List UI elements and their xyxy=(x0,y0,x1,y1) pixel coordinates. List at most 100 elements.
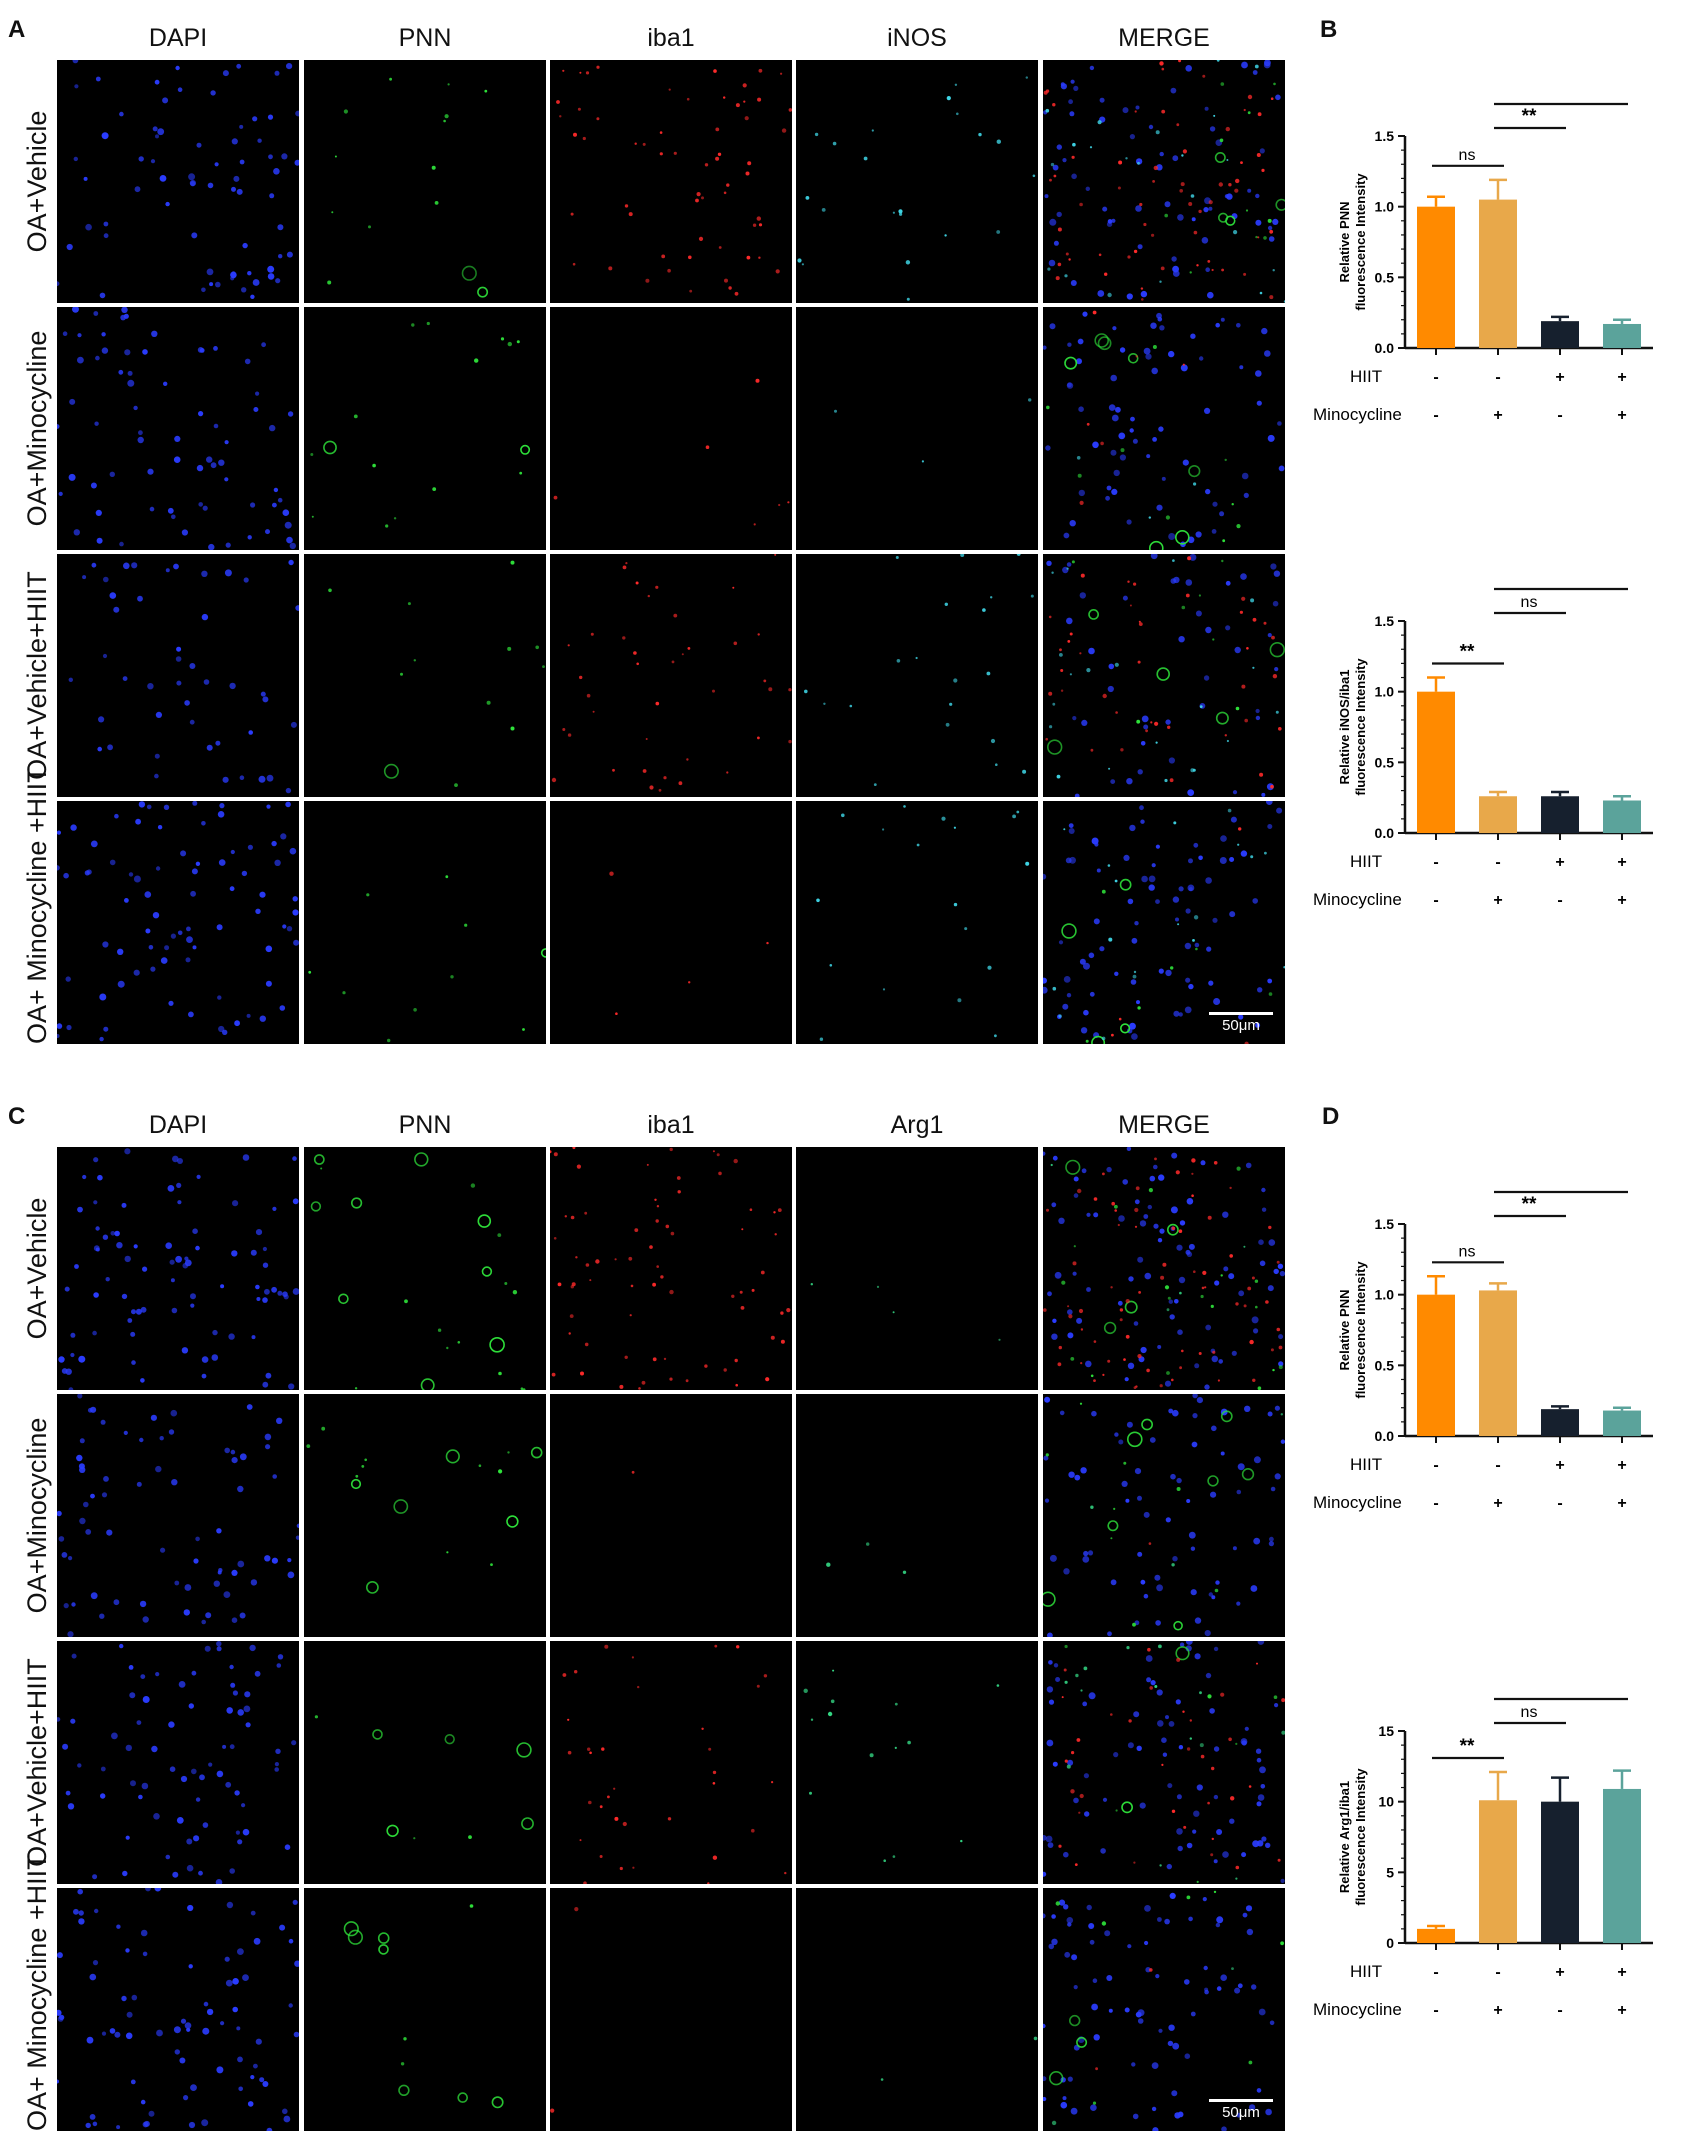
row-label-0: OA+Vehicle xyxy=(22,110,52,253)
bar-0 xyxy=(1417,691,1455,833)
micrograph-dapi-row-2 xyxy=(57,1641,299,1884)
column-header-pnn: PNN xyxy=(398,24,452,52)
bar-3 xyxy=(1603,323,1641,348)
treatment-mark: - xyxy=(1557,2002,1562,2019)
row-label-2: OA+Vehicle+HIIT xyxy=(22,571,52,780)
treatment-label-minocycline: Minocycline xyxy=(1313,405,1402,424)
micrograph-dapi-row-2 xyxy=(57,554,299,797)
treatment-mark: + xyxy=(1617,1457,1626,1474)
treatment-label-hiit: HIIT xyxy=(1350,852,1382,871)
y-axis-label: Relative PNNfluorescence Intensity xyxy=(1337,1261,1368,1399)
micrograph-merge-row-1 xyxy=(1043,307,1285,550)
y-tick-label: 5 xyxy=(1386,1864,1394,1880)
column-header-dapi: DAPI xyxy=(148,1111,208,1139)
treatment-label-hiit: HIIT xyxy=(1350,1455,1382,1474)
micrograph-iba1-row-2 xyxy=(550,554,792,797)
significance-label-1: ns xyxy=(1521,594,1538,611)
treatment-mark: - xyxy=(1495,854,1500,871)
micrograph-dapi-row-1 xyxy=(57,307,299,550)
scale-bar: 50μm xyxy=(1209,1012,1273,1034)
treatment-label-hiit: HIIT xyxy=(1350,367,1382,386)
treatment-mark: + xyxy=(1555,369,1564,386)
treatment-mark: + xyxy=(1617,1964,1626,1981)
micrograph-iba1-row-3 xyxy=(550,1888,792,2131)
significance-label-1: ** xyxy=(1522,1194,1537,1215)
treatment-mark: + xyxy=(1555,1964,1564,1981)
y-tick-label: 0.5 xyxy=(1375,269,1395,285)
y-tick-label: 0.5 xyxy=(1375,754,1395,770)
treatment-mark: - xyxy=(1433,1495,1438,1512)
micrograph-pnn-row-3 xyxy=(304,801,546,1044)
row-label-3: OA+ Minocycline +HIIT xyxy=(22,766,52,1044)
column-header-merge: MERGE xyxy=(1118,24,1210,52)
row-label-1: OA+Minocycline xyxy=(22,1417,52,1614)
row-label-3: OA+ Minocycline +HIIT xyxy=(22,1853,52,2131)
micrograph-arg1-row-0 xyxy=(796,1147,1038,1390)
bar-2 xyxy=(1541,1801,1579,1943)
bar-1 xyxy=(1479,796,1517,833)
panel-letter-c: C xyxy=(8,1103,26,1130)
treatment-mark: + xyxy=(1555,1457,1564,1474)
significance-label-2: ** xyxy=(1553,100,1568,103)
micrograph-iba1-row-2 xyxy=(550,1641,792,1884)
treatment-mark: + xyxy=(1617,369,1626,386)
significance-label-0: ** xyxy=(1460,642,1475,663)
micrograph-inos-row-1 xyxy=(796,307,1038,550)
treatment-mark: - xyxy=(1433,892,1438,909)
y-tick-label: 1.0 xyxy=(1375,684,1395,700)
bar-0 xyxy=(1417,1294,1455,1436)
significance-label-0: ** xyxy=(1460,1736,1475,1757)
bar-0 xyxy=(1417,1928,1455,1943)
significance-label-0: ns xyxy=(1459,1243,1476,1260)
y-tick-label: 15 xyxy=(1378,1723,1394,1739)
micrograph-dapi-row-0 xyxy=(57,60,299,303)
treatment-mark: - xyxy=(1495,369,1500,386)
treatment-mark: + xyxy=(1617,854,1626,871)
y-tick-label: 0.5 xyxy=(1375,1357,1395,1373)
micrograph-iba1-row-3 xyxy=(550,801,792,1044)
micrograph-iba1-row-1 xyxy=(550,307,792,550)
micrograph-arg1-row-1 xyxy=(796,1394,1038,1637)
bar-3 xyxy=(1603,1410,1641,1436)
bar-0 xyxy=(1417,206,1455,348)
micrograph-pnn-row-2 xyxy=(304,1641,546,1884)
row-label-2: OA+Vehicle+HIIT xyxy=(22,1658,52,1867)
bar-1 xyxy=(1479,199,1517,348)
significance-label-0: ns xyxy=(1459,147,1476,164)
bar-2 xyxy=(1541,1409,1579,1436)
treatment-mark: - xyxy=(1433,407,1438,424)
y-tick-label: 1.5 xyxy=(1375,613,1395,629)
treatment-mark: - xyxy=(1495,1964,1500,1981)
micrograph-dapi-row-1 xyxy=(57,1394,299,1637)
chart-b-top: 0.0 0.5 1.0 1.5 Relative PNNfluorescence Int… xyxy=(1305,82,1665,445)
micrograph-dapi-row-3 xyxy=(57,801,299,1044)
chart-d-bottom: 0 5 10 15 Relative Arg1/iba1fluorescence Int… xyxy=(1305,1680,1665,2040)
treatment-mark: - xyxy=(1433,369,1438,386)
y-tick-label: 0.0 xyxy=(1375,825,1395,841)
micrograph-merge-row-2 xyxy=(1043,1641,1285,1884)
row-label-1: OA+Minocycline xyxy=(22,330,52,527)
column-header-inos: iNOS xyxy=(887,24,947,52)
y-tick-label: 1.5 xyxy=(1375,128,1395,144)
micrograph-pnn-row-1 xyxy=(304,307,546,550)
micrograph-merge-row-1 xyxy=(1043,1394,1285,1637)
chart-b-bottom: 0.0 0.5 1.0 1.5 Relative iNOS/iba1fluorescen… xyxy=(1305,570,1665,930)
micrograph-iba1-row-1 xyxy=(550,1394,792,1637)
treatment-label-minocycline: Minocycline xyxy=(1313,1493,1402,1512)
micrograph-inos-row-2 xyxy=(796,554,1038,797)
scale-bar: 50μm xyxy=(1209,2099,1273,2121)
significance-label-2: ns xyxy=(1552,1695,1569,1697)
column-header-pnn: PNN xyxy=(398,1111,452,1139)
y-axis-label: Relative iNOS/iba1fluorescence Intensity xyxy=(1337,658,1368,796)
bar-2 xyxy=(1541,321,1579,348)
micrograph-pnn-row-3 xyxy=(304,1888,546,2131)
micrograph-merge-row-0 xyxy=(1043,1147,1285,1390)
panel-letter-d: D xyxy=(1322,1103,1340,1130)
micrograph-pnn-row-0 xyxy=(304,1147,546,1390)
bar-3 xyxy=(1603,1788,1641,1943)
significance-label-1: ** xyxy=(1522,106,1537,127)
micrograph-pnn-row-1 xyxy=(304,1394,546,1637)
micrograph-arg1-row-2 xyxy=(796,1641,1038,1884)
treatment-mark: - xyxy=(1557,1495,1562,1512)
micrograph-iba1-row-0 xyxy=(550,60,792,303)
